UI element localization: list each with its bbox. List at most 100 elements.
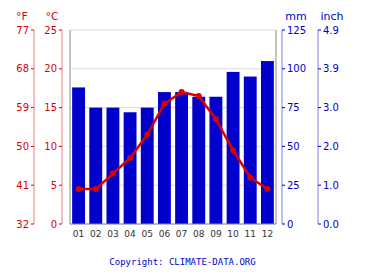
axis-line (70, 224, 276, 225)
point (144, 132, 150, 138)
tick (59, 68, 62, 69)
tick-label: 1.0 (323, 180, 339, 191)
grid-line (70, 30, 276, 31)
grid-line (70, 224, 276, 225)
tick-label: 20 (44, 63, 57, 74)
bar (209, 97, 222, 224)
point (196, 93, 202, 99)
point (127, 155, 133, 161)
tick (282, 68, 285, 69)
tick-label: 3.0 (323, 102, 339, 113)
tick-label: 59 (16, 102, 29, 113)
axis-line (318, 30, 319, 224)
tick (31, 30, 34, 31)
point (230, 147, 236, 153)
x-tick-label: 10 (227, 229, 239, 239)
point (264, 186, 270, 192)
tick (282, 30, 285, 31)
bar (89, 108, 102, 224)
x-axis: 010203040506070809101112 (73, 229, 273, 239)
axis-inch: 0.0 1.0 2.0 3.0 3.9 4.9 inch (318, 10, 344, 230)
tick (282, 224, 285, 225)
tick-label: 25 (44, 25, 57, 36)
tick (31, 224, 34, 225)
tick (31, 146, 34, 147)
point (76, 186, 82, 192)
line (79, 92, 268, 189)
tick (318, 146, 321, 147)
bar (244, 77, 257, 224)
x-tick-label: 07 (176, 229, 187, 239)
axis-mm: 0255075100125mm (282, 10, 307, 230)
tick (59, 185, 62, 186)
tick (59, 224, 62, 225)
bar (227, 72, 240, 224)
tick-label: 15 (44, 102, 57, 113)
tick (59, 30, 62, 31)
point (247, 174, 253, 180)
bar (124, 112, 137, 224)
axis-title: °F (16, 10, 28, 23)
axis-line (34, 30, 35, 224)
tick-label: 100 (287, 63, 306, 74)
x-tick-label: 03 (107, 229, 118, 239)
tick (31, 107, 34, 108)
tick (318, 107, 321, 108)
x-tick-label: 06 (159, 229, 171, 239)
tick (31, 185, 34, 186)
tick-label: 50 (287, 141, 300, 152)
axis-title: °C (45, 10, 59, 23)
axis-line (62, 30, 63, 224)
point (93, 186, 99, 192)
axis-c: 0 5 10 15 20 25 °C (44, 10, 62, 230)
point (213, 116, 219, 122)
axis-line (282, 30, 283, 224)
tick-label: 3.9 (323, 63, 339, 74)
chart: 010203040506070809101112324150596877°F05… (0, 0, 365, 273)
x-tick-label: 05 (142, 229, 153, 239)
bar (72, 87, 85, 224)
marks (72, 61, 274, 224)
annotation: Copyright: CLIMATE-DATA.ORG (109, 257, 255, 267)
bar (261, 61, 274, 224)
tick (31, 68, 34, 69)
tick-label: 50 (16, 141, 29, 152)
x-tick-label: 12 (262, 229, 273, 239)
tick-label: 10 (44, 141, 57, 152)
tick (282, 146, 285, 147)
bar (175, 92, 188, 224)
tick (59, 146, 62, 147)
tick (282, 107, 285, 108)
tick-label: 125 (287, 25, 306, 36)
grid (70, 30, 276, 224)
tick-label: 4.9 (323, 25, 339, 36)
tick-label: 25 (287, 180, 300, 191)
tick (318, 30, 321, 31)
bar (192, 97, 205, 224)
tick (318, 68, 321, 69)
x-tick-label: 11 (245, 229, 256, 239)
x-tick-label: 09 (210, 229, 222, 239)
tick-label: 68 (16, 63, 29, 74)
bar (106, 108, 119, 224)
axis-title: inch (320, 10, 343, 23)
x-tick-label: 02 (90, 229, 101, 239)
point (179, 89, 185, 95)
tick-label: 32 (16, 219, 29, 230)
axis-line (70, 30, 71, 224)
tick-label: 77 (16, 25, 29, 36)
grid-line (70, 68, 276, 69)
tick-label: 5 (51, 180, 57, 191)
x-tick-label: 04 (124, 229, 136, 239)
point (161, 101, 167, 107)
tick-label: 0 (287, 219, 293, 230)
tick (59, 107, 62, 108)
point (110, 171, 116, 177)
tick (282, 185, 285, 186)
tick-label: 0 (51, 219, 57, 230)
tick (318, 185, 321, 186)
tick-label: 0.0 (323, 219, 339, 230)
tick (318, 224, 321, 225)
tick-label: 2.0 (323, 141, 339, 152)
tick-label: 41 (16, 180, 29, 191)
